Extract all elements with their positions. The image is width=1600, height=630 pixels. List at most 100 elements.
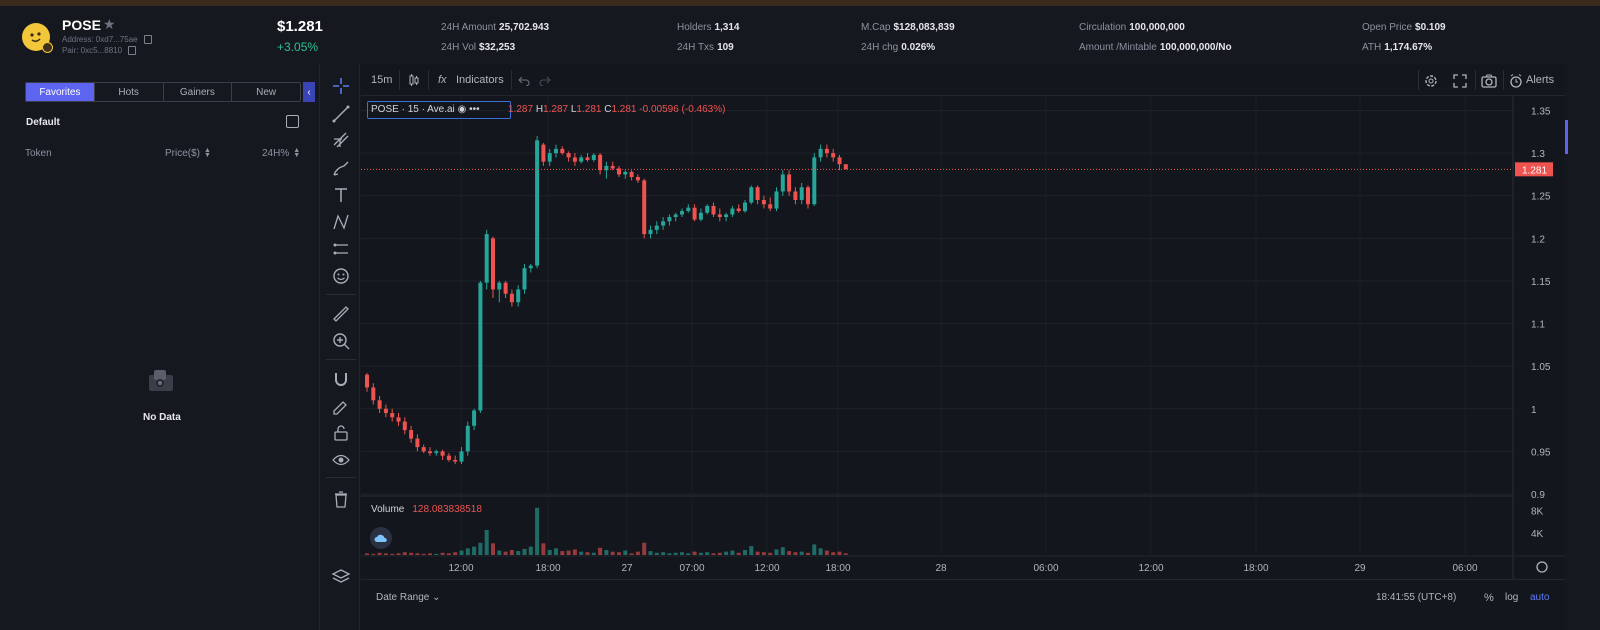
eye-icon[interactable] [331, 450, 351, 470]
candle-body [837, 157, 842, 165]
volume-bar [541, 543, 546, 555]
trend-line-icon[interactable] [331, 104, 351, 124]
brush-icon[interactable] [331, 158, 351, 178]
toolbar-divider [399, 70, 400, 90]
fullscreen-icon[interactable] [1452, 73, 1468, 89]
volume-bar [724, 551, 729, 555]
text-tool-icon[interactable] [331, 185, 351, 205]
tab-favorites[interactable]: Favorites [26, 83, 95, 101]
x-tick-label: 06:00 [1033, 563, 1058, 574]
tab-new[interactable]: New [256, 86, 277, 98]
candle-body [377, 400, 382, 409]
fib-tool-icon[interactable] [331, 130, 351, 150]
candle-body [371, 387, 376, 401]
stat-holders: Holders 1,314 [677, 22, 740, 33]
stat-open-price: Open Price $0.109 [1362, 22, 1446, 33]
emoji-icon[interactable] [331, 266, 351, 286]
copy-pair-icon[interactable] [128, 46, 137, 56]
alarm-clock-icon[interactable] [1509, 73, 1523, 89]
toolbar-divider [326, 477, 356, 478]
panel-handle[interactable] [1565, 120, 1568, 154]
toolbar-divider [1475, 70, 1476, 90]
volume-bar [440, 552, 445, 555]
camera-icon[interactable] [1480, 73, 1498, 89]
token-symbol: POSE [62, 17, 101, 33]
candle-body [761, 200, 766, 205]
volume-bar [453, 552, 458, 555]
stat-value: 0.026% [901, 42, 936, 53]
candle-body [711, 205, 716, 215]
interval-button[interactable]: 15m [371, 74, 393, 86]
stat-value: 100,000,000/No [1159, 42, 1232, 53]
fx-icon[interactable]: fx [437, 72, 451, 88]
volume-bar [680, 552, 684, 555]
series-legend[interactable] [367, 101, 511, 119]
eye-icon[interactable]: ◉ [457, 104, 467, 115]
magnet-icon[interactable] [331, 369, 351, 389]
volume-bar [635, 551, 640, 555]
favorite-star-icon[interactable]: ★ [103, 16, 116, 32]
prediction-icon[interactable] [331, 239, 351, 259]
candle-body [635, 176, 640, 181]
date-range-button[interactable]: Date Range ⌄ [376, 592, 441, 603]
column-token: Token [25, 148, 52, 159]
candle-body [484, 234, 489, 283]
alerts-button[interactable]: Alerts [1526, 74, 1555, 86]
price-chart[interactable]: 0.9 0.95 1 1.05 1.1 1.15 1.2 1.25 1.3 1.35 12:00 18… [361, 64, 1565, 579]
candle-body [516, 289, 521, 303]
sort-icon[interactable]: ▲ ▼ [204, 147, 211, 160]
lock-drawing-icon[interactable] [331, 396, 351, 416]
stat-24h-chg: 24H chg 0.026% [861, 42, 935, 53]
date-range-label: Date Range [376, 592, 430, 603]
cloud-save-button[interactable] [370, 527, 392, 549]
more-icon[interactable]: ••• [469, 104, 480, 115]
log-toggle[interactable]: log [1505, 592, 1519, 603]
candle-type-icon[interactable] [407, 73, 421, 87]
copy-address-icon[interactable] [143, 35, 152, 45]
indicators-button[interactable]: Indicators [456, 74, 504, 86]
volume-bar [743, 550, 747, 555]
axis-settings-icon[interactable] [1536, 561, 1548, 573]
candle-body [629, 171, 634, 177]
tab-gainers[interactable]: Gainers [164, 83, 233, 101]
volume-bar [648, 551, 653, 555]
edit-icon[interactable] [286, 115, 299, 128]
volume-bar [535, 507, 540, 555]
chart-area[interactable]: 15m fx Indicators Alerts 0.9 0.95 1 1.05 1.1… [361, 64, 1565, 630]
tab-hots[interactable]: Hots [95, 83, 164, 101]
crosshair-icon[interactable] [331, 76, 351, 96]
pattern-icon[interactable] [331, 212, 351, 232]
auto-toggle[interactable]: auto [1530, 592, 1550, 603]
candle-body [446, 455, 451, 460]
unlock-icon[interactable] [331, 423, 351, 443]
ohlc-values: 1.287 H1.287 L1.281 C1.281 -0.00596 (-0.… [508, 104, 725, 115]
volume-bar [799, 551, 804, 555]
candle-body [554, 148, 558, 154]
redo-icon[interactable] [539, 74, 551, 86]
x-tick-label: 12:00 [754, 563, 779, 574]
candle-body [755, 187, 760, 200]
settings-gear-icon[interactable] [1423, 73, 1439, 89]
percent-toggle[interactable]: % [1484, 592, 1494, 604]
token-address: Address: 0xd7...75ae [62, 35, 152, 45]
column-price[interactable]: Price($) ▲ ▼ [165, 147, 211, 160]
layers-icon[interactable] [331, 567, 351, 587]
toolbar-divider [326, 294, 356, 295]
volume-bar [654, 552, 659, 555]
stat-label: 24H Vol [441, 42, 477, 53]
address-text: Address: 0xd7...75ae [62, 35, 138, 44]
ruler-icon[interactable] [331, 304, 351, 324]
column-change[interactable]: 24H% ▲ ▼ [262, 147, 301, 160]
y-tick-label: 1.35 [1531, 107, 1551, 118]
collapse-sidebar-button[interactable]: ‹ [303, 82, 315, 102]
candle-body [472, 410, 477, 426]
volume-bar [642, 542, 647, 555]
trash-icon[interactable] [331, 489, 351, 509]
chart-top-toolbar: 15m fx Indicators Alerts [361, 64, 1565, 96]
sort-icon[interactable]: ▲ ▼ [293, 147, 301, 160]
candle-body [642, 180, 647, 235]
volume-bar [623, 550, 628, 555]
zoom-in-icon[interactable] [331, 331, 351, 351]
clock-text[interactable]: 18:41:55 (UTC+8) [1376, 592, 1457, 603]
undo-icon[interactable] [518, 74, 530, 86]
